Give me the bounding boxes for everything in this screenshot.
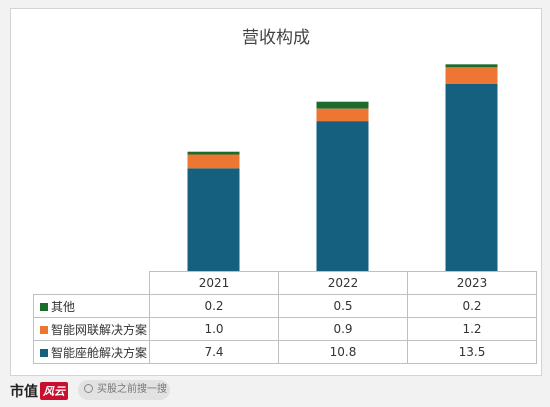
legend-swatch bbox=[40, 302, 48, 311]
table-row: 智能座舱解决方案 7.4 10.8 13.5 bbox=[33, 340, 537, 364]
search-pill[interactable]: 买股之前搜一搜 bbox=[78, 380, 170, 400]
table-row: 其他 0.2 0.5 0.2 bbox=[33, 294, 537, 318]
bar-2023-series-2 bbox=[445, 64, 498, 68]
table-corner bbox=[33, 271, 150, 295]
series-name: 智能座舱解决方案 bbox=[51, 345, 148, 360]
brand-logo: 市值 风云 bbox=[10, 381, 68, 401]
table-row: 智能网联解决方案 1.0 0.9 1.2 bbox=[33, 317, 537, 341]
brand-name: 市值 bbox=[10, 384, 38, 400]
series-label: 智能座舱解决方案 bbox=[33, 340, 150, 364]
bar-2021-series-2 bbox=[187, 151, 240, 155]
series-label: 智能网联解决方案 bbox=[33, 317, 150, 341]
footer: 市值 风云 买股之前搜一搜 bbox=[0, 376, 550, 407]
category-label: 2023 bbox=[407, 271, 537, 295]
bar-2022-series-0 bbox=[316, 121, 369, 271]
data-label: 7.4 bbox=[149, 340, 279, 364]
data-label: 1.0 bbox=[149, 317, 279, 341]
chart-frame: 营收构成 2021 2022 2023 其他 0.2 0.5 0.2 智能网联解决方案 1.0 0… bbox=[10, 8, 542, 376]
data-label: 13.5 bbox=[407, 340, 537, 364]
legend-swatch bbox=[40, 325, 48, 334]
series-name: 智能网联解决方案 bbox=[51, 322, 148, 337]
data-label: 10.8 bbox=[278, 340, 408, 364]
bar-2022-series-2 bbox=[316, 101, 369, 109]
search-text: 买股之前搜一搜 bbox=[97, 384, 167, 395]
data-label: 0.9 bbox=[278, 317, 408, 341]
bar-2022-series-1 bbox=[316, 108, 369, 122]
table-header-row: 2021 2022 2023 bbox=[33, 271, 537, 295]
bar-2021-series-1 bbox=[187, 154, 240, 169]
bar-2023-series-1 bbox=[445, 67, 498, 84]
search-icon bbox=[84, 384, 93, 393]
data-table: 2021 2022 2023 其他 0.2 0.5 0.2 智能网联解决方案 1.0 0.9 1.2… bbox=[33, 271, 537, 364]
bar-2021-series-0 bbox=[187, 168, 240, 271]
data-label: 0.2 bbox=[407, 294, 537, 318]
bar-2023-series-0 bbox=[445, 83, 498, 271]
series-label: 其他 bbox=[33, 294, 150, 318]
data-label: 0.2 bbox=[149, 294, 279, 318]
category-label: 2021 bbox=[149, 271, 279, 295]
stacked-bar-plot bbox=[187, 64, 498, 271]
legend-swatch bbox=[40, 348, 48, 357]
series-name: 其他 bbox=[51, 299, 76, 314]
brand-badge: 风云 bbox=[40, 382, 68, 400]
category-label: 2022 bbox=[278, 271, 408, 295]
data-label: 1.2 bbox=[407, 317, 537, 341]
chart-title: 营收构成 bbox=[242, 28, 310, 48]
data-label: 0.5 bbox=[278, 294, 408, 318]
